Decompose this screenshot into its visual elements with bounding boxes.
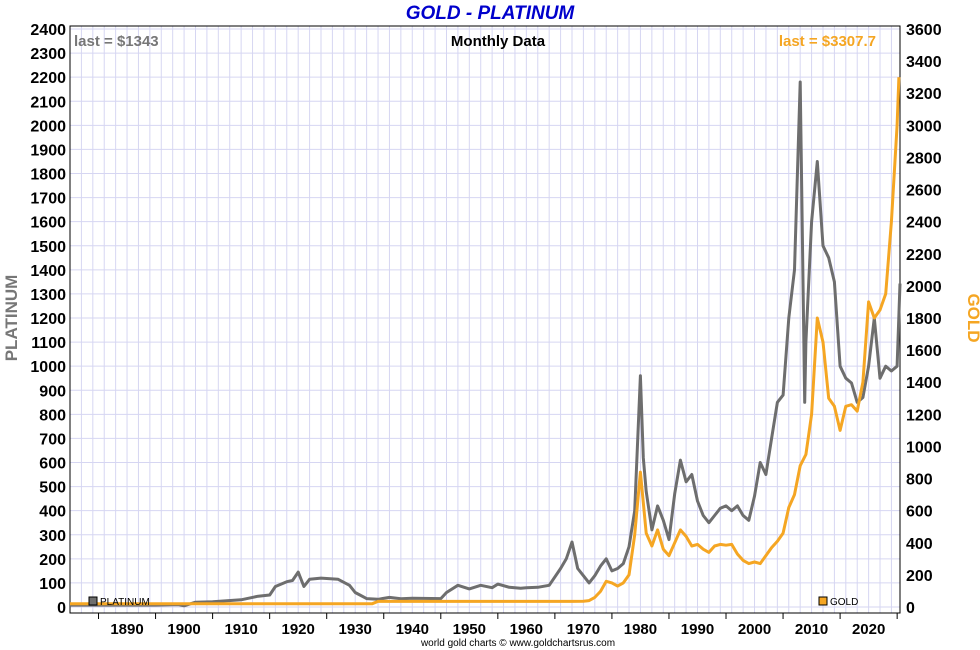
- left-tick-label: 1100: [31, 335, 66, 352]
- legend-gold: GOLD: [818, 596, 858, 608]
- right-tick-label: 2000: [906, 279, 942, 296]
- gold-last-annotation: last = $3307.7: [779, 33, 876, 50]
- platinum-last-annotation: last = $1343: [74, 33, 159, 50]
- right-tick-label: 1000: [906, 439, 942, 456]
- right-tick-label: 3200: [906, 86, 942, 103]
- right-tick-label: 2600: [906, 183, 942, 200]
- left-tick-label: 2200: [30, 70, 66, 87]
- legend-platinum: PLATINUM: [88, 596, 150, 608]
- right-tick-label: 200: [906, 568, 933, 585]
- left-tick-label: 1500: [30, 239, 66, 256]
- x-tick-label: 1970: [567, 621, 600, 638]
- x-tick-label: 1960: [510, 621, 543, 638]
- left-tick-label: 400: [39, 504, 66, 521]
- plot-frame: [69, 25, 901, 614]
- left-tick-label: 100: [39, 576, 66, 593]
- x-tick-label: 2020: [852, 621, 885, 638]
- right-tick-label: 2800: [906, 150, 942, 167]
- chart-title: GOLD - PLATINUM: [406, 3, 576, 24]
- left-tick-label: 1000: [30, 359, 66, 376]
- right-tick-label: 0: [906, 600, 915, 617]
- legend-gold-label: GOLD: [830, 597, 858, 608]
- x-tick-label: 2010: [795, 621, 828, 638]
- left-tick-label: 300: [39, 528, 66, 545]
- x-tick-label: 1930: [339, 621, 372, 638]
- right-tick-label: 400: [906, 536, 933, 553]
- legend-platinum-swatch: [88, 596, 98, 606]
- series-layer: [70, 77, 902, 608]
- x-tick-label: 1920: [281, 621, 314, 638]
- left-tick-label: 1900: [30, 142, 66, 159]
- left-tick-label: 600: [39, 456, 66, 473]
- right-tick-label: 2400: [906, 215, 942, 232]
- x-tick-label: 1890: [110, 621, 143, 638]
- right-tick-label: 1200: [906, 407, 942, 424]
- right-tick-label: 3400: [906, 54, 942, 71]
- x-tick-label: 1950: [453, 621, 486, 638]
- left-tick-label: 1300: [30, 287, 66, 304]
- x-tick-label: 1910: [224, 621, 257, 638]
- left-tick-label: 500: [39, 480, 66, 497]
- left-tick-label: 1200: [30, 311, 66, 328]
- x-tick-label: 1900: [167, 621, 200, 638]
- left-axis-ticks: 0 100 200 300 400 500 600 700 800 900 1000 1100 1200…: [30, 22, 66, 617]
- x-tick-label: 2000: [738, 621, 771, 638]
- series-line-gold: [70, 77, 901, 606]
- right-tick-label: 2200: [906, 247, 942, 264]
- chart-footer: world gold charts © www.goldchartsrus.co…: [420, 638, 615, 649]
- left-tick-label: 200: [39, 552, 66, 569]
- left-tick-label: 1700: [30, 191, 66, 208]
- right-axis-ticks: 0 200 400 600 800 1000 1200 1400 1600 1800 2000 220…: [906, 22, 942, 617]
- right-tick-label: 1400: [906, 375, 942, 392]
- left-tick-label: 800: [39, 407, 66, 424]
- left-tick-label: 900: [39, 383, 66, 400]
- legend-platinum-label: PLATINUM: [100, 597, 150, 608]
- right-tick-label: 600: [906, 504, 933, 521]
- x-tick-label: 1980: [624, 621, 657, 638]
- left-tick-label: 1400: [30, 263, 66, 280]
- right-tick-label: 1600: [906, 343, 942, 360]
- right-tick-label: 800: [906, 472, 933, 489]
- left-tick-label: 0: [57, 600, 66, 617]
- x-tick-label: 1940: [396, 621, 429, 638]
- left-tick-label: 2100: [30, 94, 66, 111]
- left-tick-label: 2000: [30, 118, 66, 135]
- chart-subtitle: Monthly Data: [451, 33, 546, 50]
- series-line-platinum: [70, 80, 902, 608]
- right-tick-label: 1800: [906, 311, 942, 328]
- left-tick-label: 700: [39, 431, 66, 448]
- grid: [70, 26, 900, 613]
- left-tick-label: 1800: [30, 167, 66, 184]
- right-axis-label: GOLD: [964, 293, 980, 342]
- left-tick-label: 2400: [30, 22, 66, 39]
- left-tick-label: 2300: [30, 46, 66, 63]
- x-axis-ticks: 1890 1900 1910 1920 1930 1940 1950 1960 1970 1980…: [98, 613, 898, 638]
- right-tick-label: 3600: [906, 22, 942, 39]
- left-axis-label: PLATINUM: [2, 275, 21, 362]
- left-tick-label: 1600: [30, 215, 66, 232]
- right-tick-label: 3000: [906, 118, 942, 135]
- x-tick-label: 1990: [681, 621, 714, 638]
- legend-gold-swatch: [818, 596, 828, 606]
